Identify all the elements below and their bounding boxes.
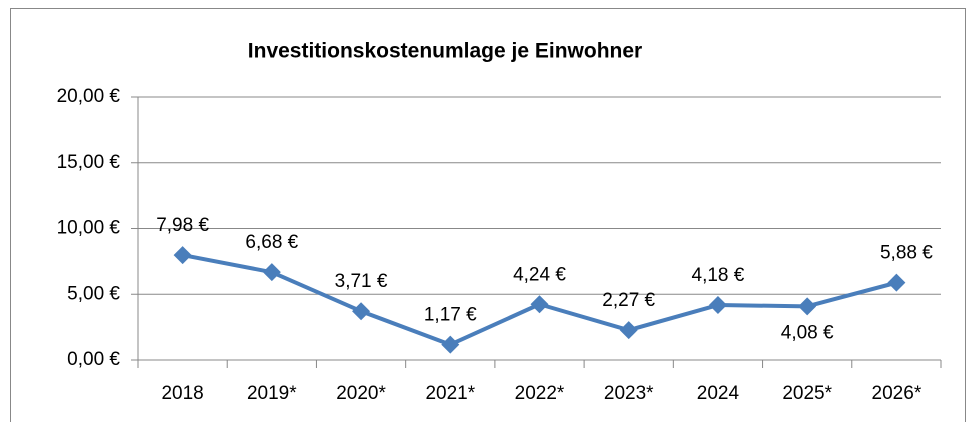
x-tick-label: 2024 xyxy=(697,383,740,404)
x-tick-label: 2026* xyxy=(872,383,922,404)
x-tick-label: 2018 xyxy=(161,383,203,404)
data-label: 4,18 € xyxy=(692,265,745,286)
x-tick-label: 2022* xyxy=(515,383,565,404)
data-label: 5,88 € xyxy=(880,243,933,264)
marker xyxy=(887,273,906,292)
y-tick-label: 20,00 € xyxy=(57,86,121,107)
marker xyxy=(352,302,371,321)
x-tick-label: 2023* xyxy=(604,383,654,404)
data-label: 4,24 € xyxy=(513,264,566,285)
x-tick-label: 2019* xyxy=(247,383,297,404)
marker xyxy=(619,321,638,340)
y-tick-label: 0,00 € xyxy=(67,349,120,370)
marker xyxy=(708,296,727,315)
marker xyxy=(441,335,460,354)
chart-title: Investitionskostenumlage je Einwohner xyxy=(248,40,642,63)
marker xyxy=(530,295,549,314)
data-label: 3,71 € xyxy=(335,271,388,292)
x-tick-label: 2025* xyxy=(782,383,832,404)
y-tick-label: 15,00 € xyxy=(57,152,121,173)
marker xyxy=(798,297,817,316)
data-label: 4,08 € xyxy=(781,322,834,343)
y-tick-label: 5,00 € xyxy=(67,283,120,304)
data-label: 2,27 € xyxy=(602,290,655,311)
data-label: 1,17 € xyxy=(424,305,477,326)
data-label: 6,68 € xyxy=(245,232,298,253)
marker xyxy=(262,263,281,282)
chart-border xyxy=(10,8,966,422)
y-tick-label: 10,00 € xyxy=(57,218,121,239)
x-tick-label: 2020* xyxy=(336,383,386,404)
marker xyxy=(173,246,192,265)
data-label: 7,98 € xyxy=(156,215,209,236)
x-tick-label: 2021* xyxy=(425,383,475,404)
